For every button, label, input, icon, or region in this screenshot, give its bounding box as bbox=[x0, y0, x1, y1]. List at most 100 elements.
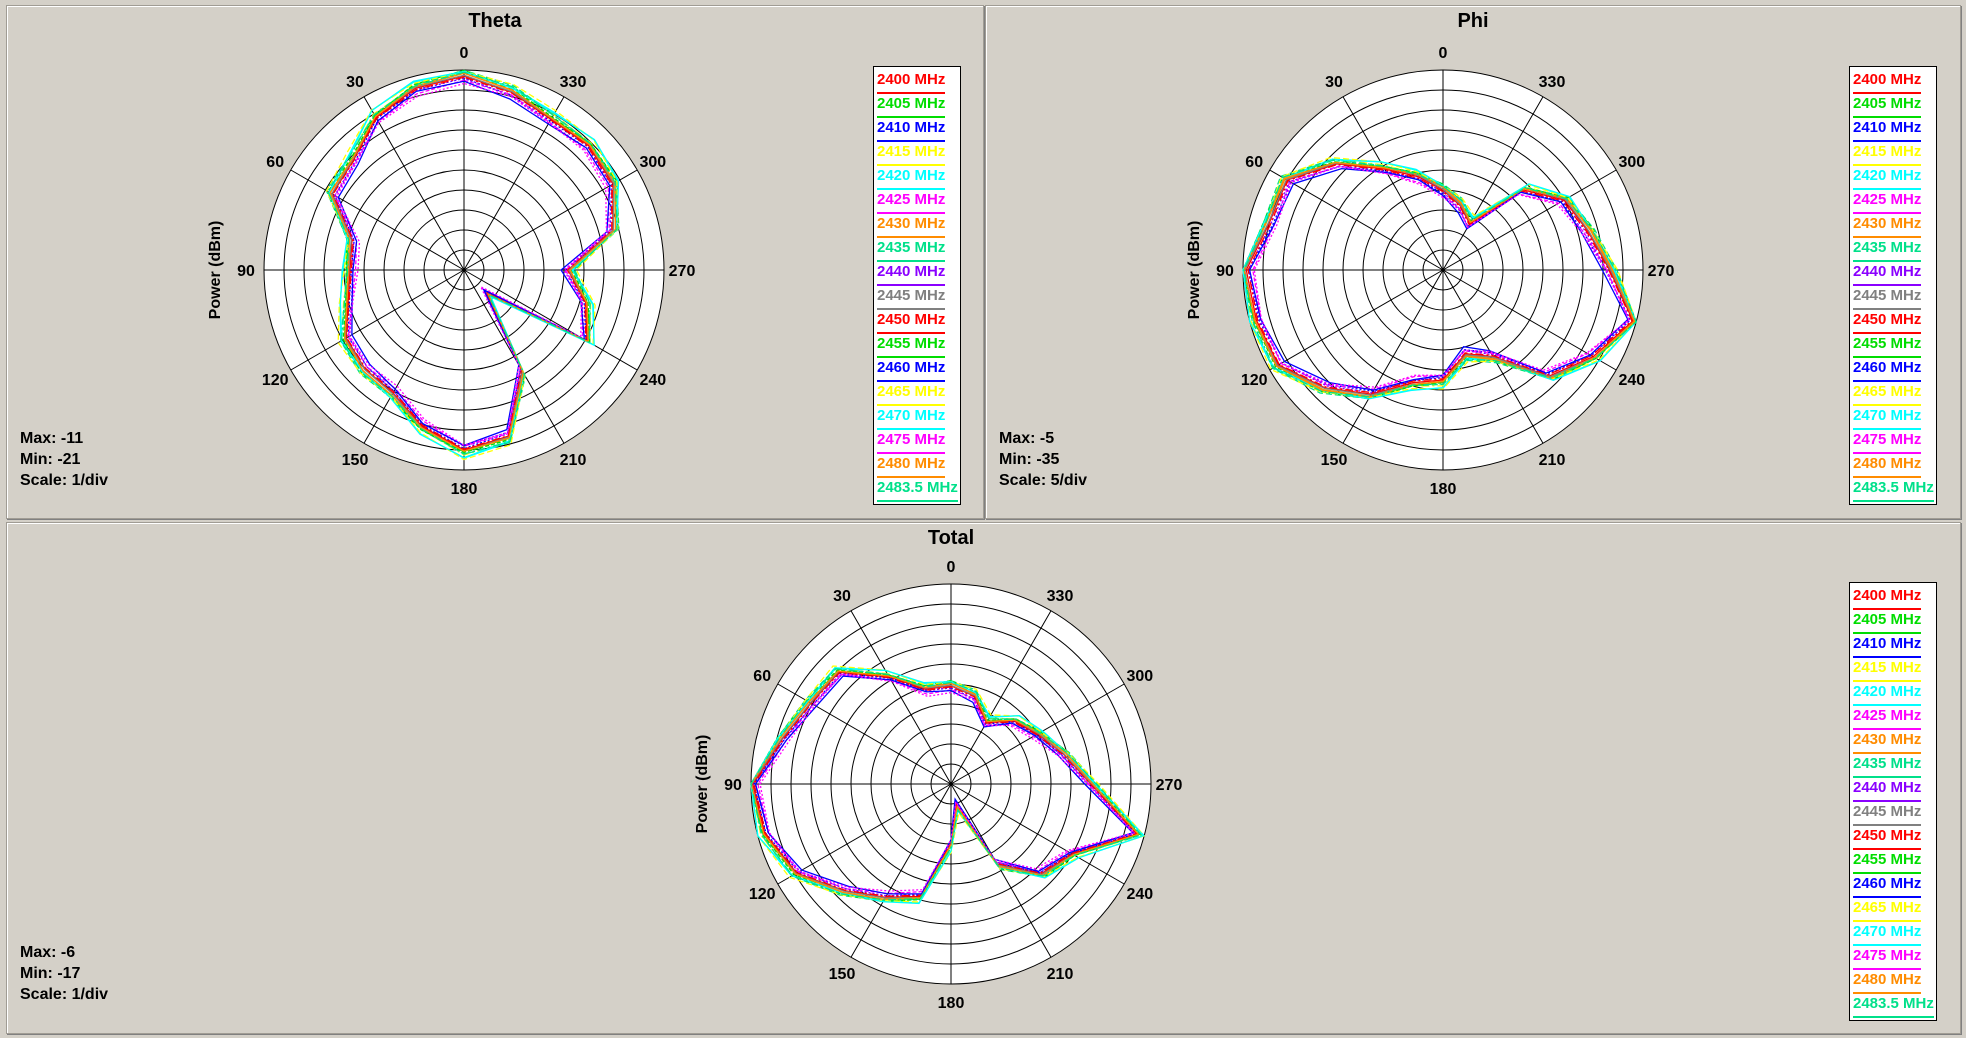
total-title: Total bbox=[927, 527, 975, 549]
legend-item: 2440 MHz bbox=[877, 262, 946, 286]
polar-spoke bbox=[463, 169, 638, 271]
total-polar-plot: 0 30 60 90 120 150 180 210 240 270 300 330 Power (dB… bbox=[694, 559, 1182, 1012]
polar-spoke bbox=[290, 169, 465, 271]
legend-item: 2455 MHz bbox=[1853, 850, 1922, 874]
polar-spoke bbox=[463, 96, 565, 271]
series-line-2475-MHz bbox=[1253, 165, 1630, 388]
theta-scale: Scale: 1/div bbox=[20, 472, 109, 489]
polar-spoke bbox=[850, 610, 952, 785]
polar-spoke bbox=[463, 269, 638, 371]
polar-spoke bbox=[950, 783, 1052, 958]
angle-tick-label: 120 bbox=[262, 372, 289, 389]
total-min: Min: -17 bbox=[20, 965, 81, 982]
phi-stats: Max: -5 Min: -35 Scale: 5/div bbox=[999, 428, 1087, 491]
legend-item: 2465 MHz bbox=[1853, 382, 1922, 406]
legend-item: 2450 MHz bbox=[1853, 826, 1922, 850]
legend-item: 2475 MHz bbox=[1853, 946, 1922, 970]
angle-tick-label: 330 bbox=[1047, 588, 1074, 605]
legend-item: 2435 MHz bbox=[877, 238, 946, 262]
legend-item: 2483.5 MHz bbox=[877, 478, 958, 502]
angle-tick-label: 240 bbox=[1618, 372, 1645, 389]
legend-item: 2420 MHz bbox=[1853, 166, 1922, 190]
legend-item: 2420 MHz bbox=[877, 166, 946, 190]
series-line-2470-MHz bbox=[750, 667, 1145, 905]
polar-spoke bbox=[1342, 269, 1444, 444]
angle-tick-label: 120 bbox=[1241, 372, 1268, 389]
legend-item: 2415 MHz bbox=[877, 142, 946, 166]
angle-tick-label: 60 bbox=[266, 154, 284, 171]
legend-item: 2445 MHz bbox=[1853, 286, 1922, 310]
polar-spoke bbox=[1269, 169, 1444, 271]
series-line-2450-MHz bbox=[1247, 163, 1633, 394]
theta-max: Max: -11 bbox=[20, 430, 84, 447]
legend-item: 2440 MHz bbox=[1853, 262, 1922, 286]
angle-tick-label: 240 bbox=[639, 372, 666, 389]
legend-item: 2430 MHz bbox=[1853, 730, 1922, 754]
phi-title: Phi bbox=[1457, 10, 1489, 32]
theta-panel: Theta 0 30 60 90 120 150 180 210 240 270 300 330 Pow… bbox=[6, 5, 984, 519]
angle-tick-label: 60 bbox=[1245, 154, 1263, 171]
total-max: Max: -6 bbox=[20, 944, 76, 961]
angle-tick-label: 300 bbox=[639, 154, 666, 171]
theta-stats: Max: -11 Min: -21 Scale: 1/div bbox=[20, 428, 108, 491]
polar-spoke bbox=[363, 96, 465, 271]
angle-tick-label: 90 bbox=[237, 263, 255, 280]
legend-item: 2460 MHz bbox=[877, 358, 946, 382]
polar-spoke bbox=[290, 269, 465, 371]
series-line-2410-MHz bbox=[1247, 165, 1632, 392]
theta-legend: 2400 MHz 2405 MHz 2410 MHz 2415 MHz 2420 MHz… bbox=[873, 66, 961, 505]
phi-max: Max: -5 bbox=[999, 430, 1055, 447]
series-line-2483-5-MHz bbox=[1243, 159, 1637, 398]
polar-spoke bbox=[777, 783, 952, 885]
legend-item: 2465 MHz bbox=[877, 382, 946, 406]
angle-tick-label: 30 bbox=[346, 74, 364, 91]
series-line-2465-MHz bbox=[1242, 156, 1637, 399]
legend-item: 2475 MHz bbox=[877, 430, 946, 454]
legend-item: 2400 MHz bbox=[877, 70, 946, 94]
legend-item: 2425 MHz bbox=[877, 190, 946, 214]
legend-item: 2470 MHz bbox=[1853, 922, 1922, 946]
polar-spoke bbox=[363, 269, 465, 444]
series-line-2475-MHz bbox=[335, 82, 608, 446]
angle-tick-label: 30 bbox=[1325, 74, 1343, 91]
polar-spoke bbox=[463, 269, 565, 444]
angle-tick-label: 90 bbox=[724, 777, 742, 794]
legend-item: 2405 MHz bbox=[1853, 94, 1922, 118]
legend-item: 2480 MHz bbox=[877, 454, 946, 478]
phi-polar-plot: 0 30 60 90 120 150 180 210 240 270 300 330 Power (dB… bbox=[1186, 45, 1675, 498]
legend-item: 2425 MHz bbox=[1853, 190, 1922, 214]
legend-item: 2470 MHz bbox=[1853, 406, 1922, 430]
angle-tick-label: 150 bbox=[829, 966, 856, 983]
angle-tick-label: 180 bbox=[451, 481, 478, 498]
legend-item: 2460 MHz bbox=[1853, 874, 1922, 898]
theta-title: Theta bbox=[468, 10, 522, 32]
legend-item: 2445 MHz bbox=[877, 286, 946, 310]
angle-tick-label: 0 bbox=[947, 559, 956, 576]
polar-spoke bbox=[950, 783, 1125, 885]
legend-item: 2410 MHz bbox=[877, 118, 946, 142]
y-axis-label: Power (dBm) bbox=[1186, 221, 1203, 320]
angle-tick-label: 210 bbox=[560, 452, 587, 469]
angle-tick-label: 270 bbox=[1648, 263, 1675, 280]
phi-legend: 2400 MHz 2405 MHz 2410 MHz 2415 MHz 2420 MHz… bbox=[1849, 66, 1937, 505]
angle-tick-label: 180 bbox=[1430, 481, 1457, 498]
series-line-2455-MHz bbox=[327, 69, 619, 454]
legend-item: 2460 MHz bbox=[1853, 358, 1922, 382]
angle-tick-label: 210 bbox=[1539, 452, 1566, 469]
series-line-2460-MHz bbox=[337, 80, 611, 447]
legend-item: 2410 MHz bbox=[1853, 634, 1922, 658]
series-line-2483-5-MHz bbox=[750, 668, 1143, 901]
legend-item: 2445 MHz bbox=[1853, 802, 1922, 826]
legend-item: 2470 MHz bbox=[877, 406, 946, 430]
series-line-2450-MHz bbox=[332, 76, 613, 450]
legend-item: 2440 MHz bbox=[1853, 778, 1922, 802]
angle-tick-label: 120 bbox=[749, 886, 776, 903]
legend-item: 2465 MHz bbox=[1853, 898, 1922, 922]
angle-tick-label: 330 bbox=[560, 74, 587, 91]
angle-tick-label: 150 bbox=[1321, 452, 1348, 469]
y-axis-label: Power (dBm) bbox=[694, 735, 711, 834]
legend-item: 2430 MHz bbox=[877, 214, 946, 238]
angle-tick-label: 180 bbox=[938, 995, 965, 1012]
series-line-2440-MHz bbox=[334, 77, 613, 447]
polar-spoke bbox=[1442, 96, 1544, 271]
